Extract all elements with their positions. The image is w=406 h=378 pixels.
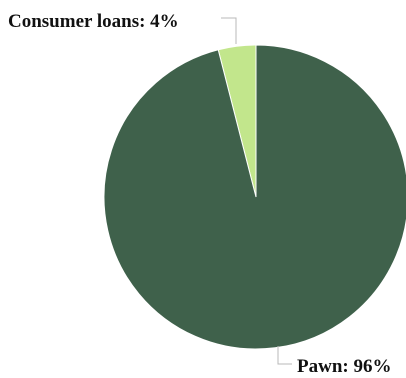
slice-label-consumer-loans: Consumer loans: 4% [8, 11, 179, 32]
slice-labels: Consumer loans: 4% Pawn: 96% [8, 11, 391, 377]
pie-slices [103, 44, 406, 350]
leader-lines [221, 17, 292, 365]
slice-label-pawn: Pawn: 96% [297, 356, 391, 377]
pie-slice-pawn [103, 44, 406, 350]
leader-line-consumer-loans [221, 17, 237, 44]
leader-line-pawn [277, 346, 292, 365]
